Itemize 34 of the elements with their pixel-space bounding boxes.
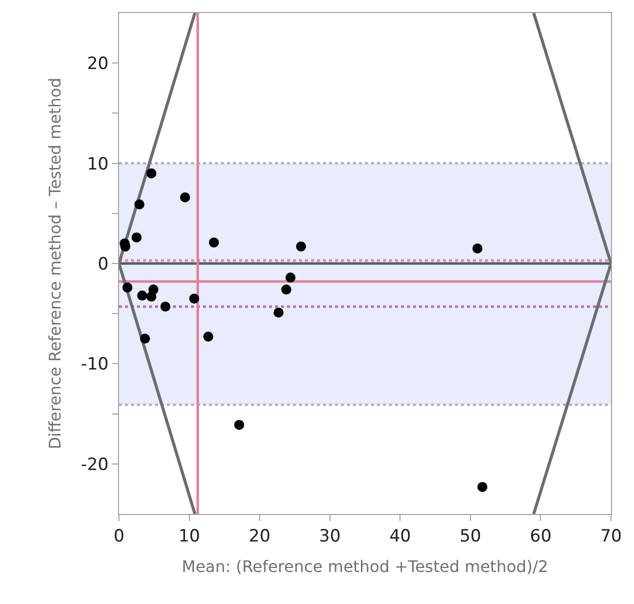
point [134,199,144,210]
x-tick-label: 20 [248,526,270,546]
x-tick-label: 50 [460,526,482,546]
point [477,482,488,492]
y-tick-label: -10 [80,354,109,375]
point [140,334,150,344]
x-tick-label: 0 [114,526,124,546]
point [472,243,482,254]
point [146,168,156,178]
point [132,232,142,242]
point [137,290,148,301]
y-axis-title: Difference Reference method – Tested method [46,78,65,450]
x-axis-title: Mean: (Reference method +Tested method)/2 [182,557,548,576]
x-tick-label: 30 [319,526,341,546]
y-tick-label: 20 [86,54,109,74]
x-tick-label: 60 [530,526,552,546]
y-tick-label: 10 [86,154,109,174]
point [274,308,284,318]
point [160,302,170,312]
x-tick-label: 10 [178,526,200,546]
point [189,294,200,304]
point [203,332,214,342]
y-tick-label: -20 [80,454,109,475]
x-tick-label: 70 [600,526,622,546]
point [122,282,132,293]
point [281,284,292,295]
x-tick-label: 40 [389,526,411,546]
point [180,192,190,202]
point [148,284,158,295]
point [286,272,296,283]
point [296,241,306,252]
point [234,420,244,430]
point [208,237,219,248]
y-tick-label: 0 [98,254,109,274]
